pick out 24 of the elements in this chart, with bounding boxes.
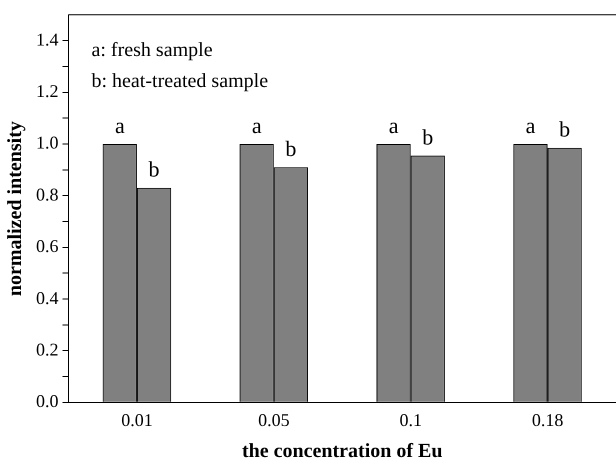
x-axis-title: the concentration of Eu [242,440,443,462]
x-tick-label: 0.18 [532,410,564,430]
y-axis-title: normalized intensity [4,121,26,296]
y-tick-label: 0.8 [36,184,58,204]
data-label: a [388,112,399,138]
annotation: a: fresh sample [92,39,213,62]
data-label: a [526,112,536,138]
y-tick-label: 0.2 [36,339,58,360]
y-tick-label: 1.2 [36,81,58,102]
data-label: b [285,136,296,162]
y-tick-label: 0.6 [36,236,58,256]
data-label: b [422,124,434,150]
y-tick-label: 0.0 [36,391,58,412]
data-label: a [114,112,125,138]
y-tick-label: 1.4 [36,29,58,50]
x-tick-label: 0.05 [258,410,290,430]
data-label: b [148,156,160,182]
x-tick-label: 0.01 [121,410,153,430]
y-tick-label: 1.0 [36,132,58,153]
y-tick-label: 0.4 [36,288,58,308]
x-tick-label: 0.1 [399,410,422,430]
data-label: b [559,116,570,142]
annotation: b: heat-treated sample [92,70,268,92]
data-label: a [252,112,262,138]
